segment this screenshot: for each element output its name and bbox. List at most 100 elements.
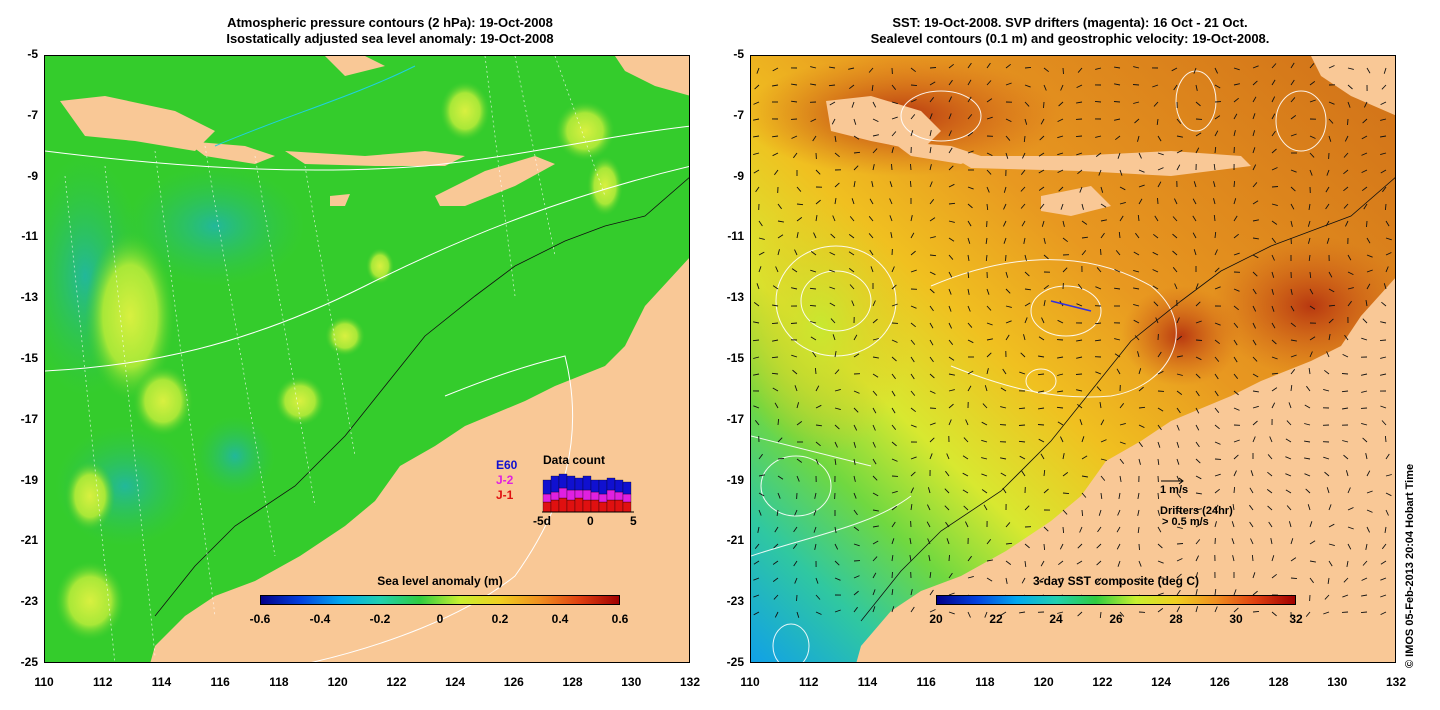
- velocity-arrow: [986, 288, 990, 295]
- velocity-arrow: [1347, 118, 1349, 126]
- velocity-arrow: [1385, 509, 1389, 516]
- velocity-arrow: [948, 130, 952, 137]
- velocity-arrow: [1157, 543, 1163, 549]
- velocity-arrow: [1271, 63, 1277, 69]
- velocity-arrow: [1119, 475, 1122, 482]
- sla-colorbar: [260, 595, 620, 605]
- velocity-arrow: [1347, 254, 1352, 261]
- velocity-arrow: [981, 421, 988, 426]
- velocity-arrow: [1267, 454, 1273, 460]
- velocity-arrow: [891, 373, 896, 380]
- velocity-arrow: [1024, 84, 1031, 88]
- sst-xtick-label: 132: [1385, 675, 1407, 689]
- velocity-arrow: [1000, 611, 1007, 616]
- velocity-arrow: [1176, 573, 1182, 579]
- data-count-bar: [598, 493, 608, 503]
- velocity-arrow: [1176, 407, 1181, 414]
- velocity-arrow: [1176, 458, 1180, 465]
- velocity-arrow: [828, 84, 836, 87]
- velocity-arrow: [796, 186, 802, 192]
- velocity-arrow: [1195, 555, 1200, 562]
- left-title-line2: Isostatically adjusted sea level anomaly…: [226, 31, 554, 46]
- velocity-arrow: [1366, 509, 1373, 513]
- velocity-arrow: [1157, 526, 1162, 533]
- velocity-arrow: [1362, 318, 1368, 324]
- velocity-arrow: [1039, 135, 1045, 141]
- velocity-arrow: [1062, 492, 1070, 495]
- velocity-arrow: [1038, 390, 1045, 393]
- velocity-arrow: [1382, 186, 1387, 193]
- velocity-arrow: [1005, 118, 1012, 123]
- velocity-arrow: [1252, 164, 1257, 171]
- sst-tick-3: 24: [1049, 612, 1063, 626]
- velocity-arrow: [834, 577, 841, 581]
- velocity-arrow: [872, 509, 879, 512]
- velocity-arrow: [929, 181, 933, 188]
- velocity-arrow: [1343, 203, 1349, 209]
- velocity-arrow: [1325, 203, 1330, 210]
- velocity-arrow: [1271, 186, 1279, 188]
- velocity-arrow: [1176, 492, 1182, 498]
- velocity-arrow: [1192, 215, 1197, 222]
- velocity-arrow: [1328, 271, 1333, 278]
- velocity-arrow: [891, 589, 894, 596]
- velocity-arrow: [1157, 608, 1164, 613]
- velocity-arrow: [948, 113, 952, 120]
- velocity-arrow: [1095, 152, 1102, 157]
- velocity-arrow: [1096, 267, 1102, 273]
- velocity-arrow: [1005, 271, 1009, 278]
- velocity-arrow: [753, 594, 760, 598]
- velocity-arrow: [985, 254, 988, 262]
- velocity-arrow: [1157, 197, 1159, 205]
- velocity-arrow: [986, 352, 992, 358]
- velocity-arrow: [967, 203, 973, 209]
- velocity-arrow: [1326, 169, 1330, 176]
- velocity-arrow: [1176, 135, 1183, 138]
- velocity-arrow: [1176, 118, 1182, 124]
- velocity-arrow: [981, 457, 988, 460]
- velocity-arrow: [1002, 220, 1007, 227]
- velocity-arrow: [1252, 288, 1257, 295]
- velocity-arrow: [1195, 523, 1202, 528]
- velocity-arrow: [1271, 271, 1275, 278]
- velocity-arrow: [871, 84, 874, 91]
- velocity-arrow: [1252, 200, 1259, 205]
- velocity-arrow: [1076, 356, 1083, 359]
- velocity-arrow: [1157, 135, 1162, 142]
- velocity-arrow: [1309, 271, 1312, 279]
- velocity-arrow: [1214, 407, 1220, 413]
- velocity-arrow: [834, 388, 841, 392]
- sla-tick-3: -0.2: [369, 612, 391, 626]
- velocity-arrow: [771, 372, 779, 375]
- velocity-arrow: [853, 575, 860, 579]
- velocity-arrow: [1290, 577, 1298, 580]
- velocity-arrow: [1118, 492, 1121, 499]
- velocity-arrow: [948, 339, 954, 345]
- velocity-arrow: [872, 606, 876, 613]
- velocity-arrow: [948, 254, 954, 260]
- velocity-arrow: [1119, 215, 1124, 222]
- velocity-arrow: [834, 560, 840, 566]
- velocity-arrow: [1076, 577, 1083, 582]
- velocity-arrow: [1380, 169, 1387, 174]
- velocity-arrow: [1233, 589, 1237, 596]
- velocity-arrow: [1195, 390, 1200, 397]
- velocity-arrow: [1290, 288, 1293, 295]
- velocity-arrow: [1344, 220, 1349, 227]
- velocity-arrow: [967, 385, 972, 392]
- velocity-arrow: [1252, 271, 1258, 277]
- velocity-arrow: [1361, 422, 1368, 426]
- velocity-arrow: [810, 251, 817, 256]
- velocity-arrow: [1075, 135, 1083, 138]
- velocity-arrow: [1361, 373, 1368, 376]
- velocity-arrow: [1019, 455, 1026, 460]
- imos-credit: © IMOS 05-Feb-2013 20:04 Hobart Time: [1404, 463, 1416, 668]
- velocity-arrow: [753, 135, 760, 138]
- velocity-arrow: [1098, 509, 1102, 516]
- velocity-arrow: [1037, 424, 1045, 426]
- velocity-arrow: [771, 356, 779, 359]
- velocity-arrow: [1157, 592, 1164, 596]
- velocity-arrow: [1076, 339, 1083, 342]
- velocity-arrow: [910, 356, 915, 363]
- sla-xtick-label: 118: [269, 675, 289, 689]
